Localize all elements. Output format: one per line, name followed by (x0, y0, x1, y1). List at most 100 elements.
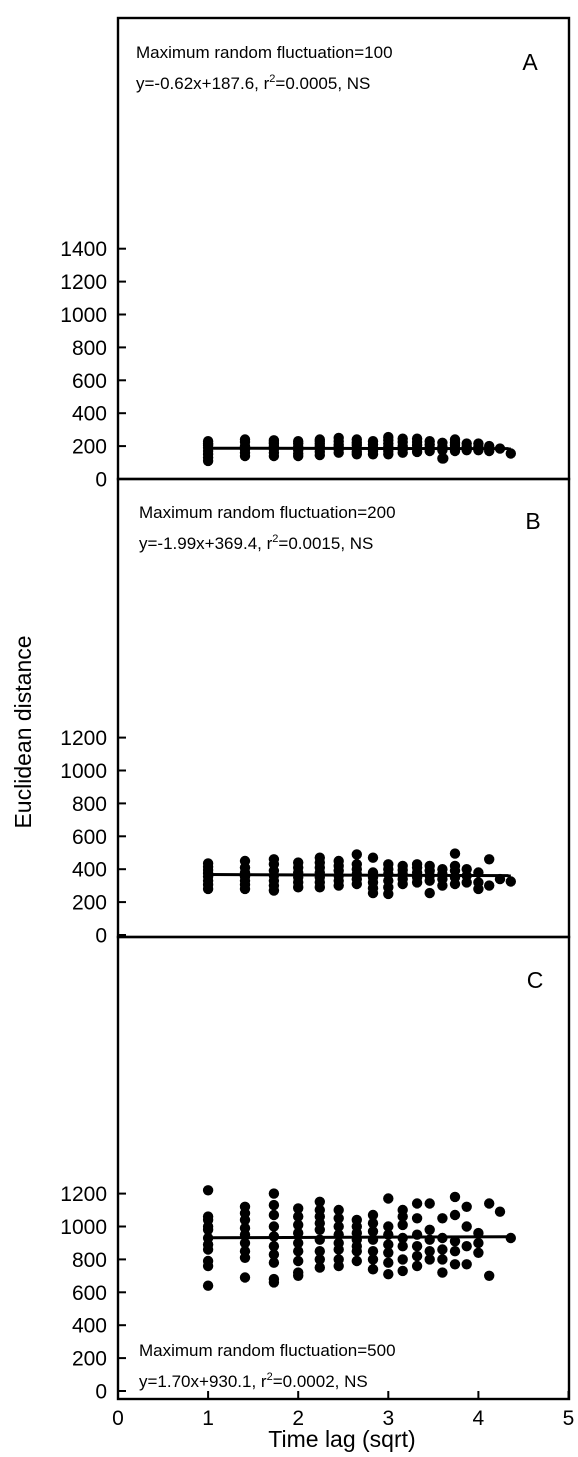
panel-c-data-point (268, 1273, 280, 1285)
panel-b-annotation-fluctuation: Maximum random fluctuation=200 (139, 503, 396, 522)
panel-c-data-point (461, 1259, 472, 1270)
panel-a-ytick-label: 600 (72, 370, 107, 393)
panel-c-data-point (333, 1237, 344, 1249)
panel-b-ytick-label: 1000 (60, 760, 107, 783)
panel-a-ytick-label: 400 (72, 403, 107, 426)
panel-c-data-point (449, 1191, 461, 1203)
panel-c-xtick-label: 3 (382, 1407, 394, 1430)
panel-c-data-point (367, 1209, 379, 1221)
panel-c-xtick-label: 2 (292, 1407, 304, 1430)
panel-c-data-point (424, 1198, 435, 1209)
panel-c-data-point (293, 1203, 304, 1214)
panel-a-data-point (473, 438, 484, 449)
panel-c-data-point (333, 1254, 344, 1265)
x-axis-label: Time lag (sqrt) (268, 1426, 415, 1452)
panel-c-data-point (293, 1246, 304, 1257)
panel-a-data-point (202, 436, 214, 447)
panel-c-data-point (383, 1257, 394, 1268)
panel-c-data-point (411, 1250, 423, 1262)
panel-b-data-point (484, 854, 495, 865)
panel-c-ytick-label: 0 (95, 1381, 107, 1404)
panel-c-data-point (424, 1254, 435, 1265)
panel-c-data-point (239, 1222, 251, 1234)
panel-c-data-point (383, 1239, 394, 1250)
panel-c-data-point (202, 1185, 214, 1196)
panel-a-data-point (505, 448, 516, 459)
panel-c: Maximum random fluctuation=500 y=1.70x+9… (60, 935, 575, 1430)
panel-b-data-point (239, 855, 251, 867)
panel-a-data-point (438, 453, 449, 464)
panel-c-data-point (268, 1209, 280, 1221)
panel-b-data-point (424, 860, 435, 872)
panel-c-data-point (383, 1193, 394, 1204)
panel-c-data-point (449, 1209, 461, 1221)
panel-b-ytick-label: 200 (72, 892, 107, 915)
panel-c-xtick-label: 4 (473, 1407, 485, 1430)
panel-c-data-point (239, 1272, 251, 1283)
panel-c-data-point (293, 1211, 304, 1222)
panel-c-data-point (383, 1269, 394, 1280)
panel-b-data-point (473, 877, 484, 888)
panel-c-data-point (202, 1232, 214, 1244)
panel-c-data-point (397, 1204, 408, 1216)
panel-a-data-point (397, 433, 408, 444)
panel-c-xtick-label: 5 (563, 1407, 575, 1430)
panel-c-data-point (449, 1259, 461, 1270)
panel-a-data-point (239, 434, 251, 445)
panel-b-ytick-label: 800 (72, 793, 107, 816)
panel-c-data-point (351, 1214, 362, 1226)
panel-b-data-point (397, 860, 408, 872)
panel-a-data-point (293, 436, 304, 447)
panel-b-annotation-regression: y=-1.99x+369.4, r2=0.0015, NS (139, 533, 373, 553)
panel-c-ytick-label: 200 (72, 1348, 107, 1371)
panel-a-annotation-regression: y=-0.62x+187.6, r2=0.0005, NS (136, 73, 370, 93)
panel-c-data-point (367, 1246, 379, 1257)
panel-b-data-point (333, 855, 344, 867)
panel-c-data-point (268, 1249, 280, 1260)
panel-b-data-point (351, 859, 362, 870)
panel-c-data-point (461, 1241, 472, 1252)
panel-b-data-point (449, 848, 461, 859)
panel-c-data-point (484, 1198, 495, 1209)
panel-a-ytick-label: 200 (72, 436, 107, 459)
panel-c-data-point (383, 1247, 394, 1259)
panel-c-data-point (424, 1246, 435, 1257)
panel-c-data-point (367, 1254, 379, 1265)
panel-a-annotation-fluctuation: Maximum random fluctuation=100 (136, 43, 393, 62)
panel-b-regression-line (208, 873, 511, 878)
panel-b-data-point (461, 864, 472, 875)
panel-a-data-point (411, 433, 423, 444)
panel-b-data-point (367, 852, 379, 863)
panel-c-data-point (437, 1244, 448, 1255)
panel-c-data-point (351, 1255, 362, 1267)
panel-c-data-point (314, 1196, 325, 1208)
panel-c-data-point (333, 1213, 344, 1224)
panel-c-data-point (411, 1260, 423, 1272)
panel-c-data-point (461, 1201, 472, 1213)
panel-b-data-point (411, 859, 423, 870)
panel-b: Maximum random fluctuation=200 y=-1.99x+… (60, 477, 571, 948)
panel-c-data-point (268, 1199, 280, 1211)
panel-c-data-point (202, 1211, 214, 1222)
panel-b-data-point (424, 887, 435, 899)
panel-b-ytick-label: 1200 (60, 727, 107, 750)
panel-a-letter: A (522, 49, 538, 75)
panel-a-data-point (314, 434, 325, 445)
panel-c-data-point (397, 1265, 408, 1277)
panel-c-data-point (449, 1246, 461, 1257)
panel-c-data-point (293, 1237, 304, 1249)
panel-a-data-point (333, 432, 344, 444)
panel-c-ytick-label: 1000 (60, 1216, 107, 1239)
panel-c-data-point (333, 1204, 344, 1216)
panel-a-ytick-label: 800 (72, 337, 107, 360)
panel-c-data-point (437, 1267, 448, 1278)
panel-a-ytick-label: 1200 (60, 271, 107, 294)
panel-b-ytick-label: 600 (72, 826, 107, 849)
panel-c-data-point (397, 1241, 408, 1252)
panel-a-data-point (351, 434, 362, 445)
panel-c-xtick-label: 0 (112, 1407, 124, 1430)
panel-c-ytick-label: 1200 (60, 1183, 107, 1206)
panel-c-data-point (314, 1254, 325, 1265)
panel-b-data-point (268, 854, 280, 865)
panel-b-letter: B (525, 508, 540, 534)
